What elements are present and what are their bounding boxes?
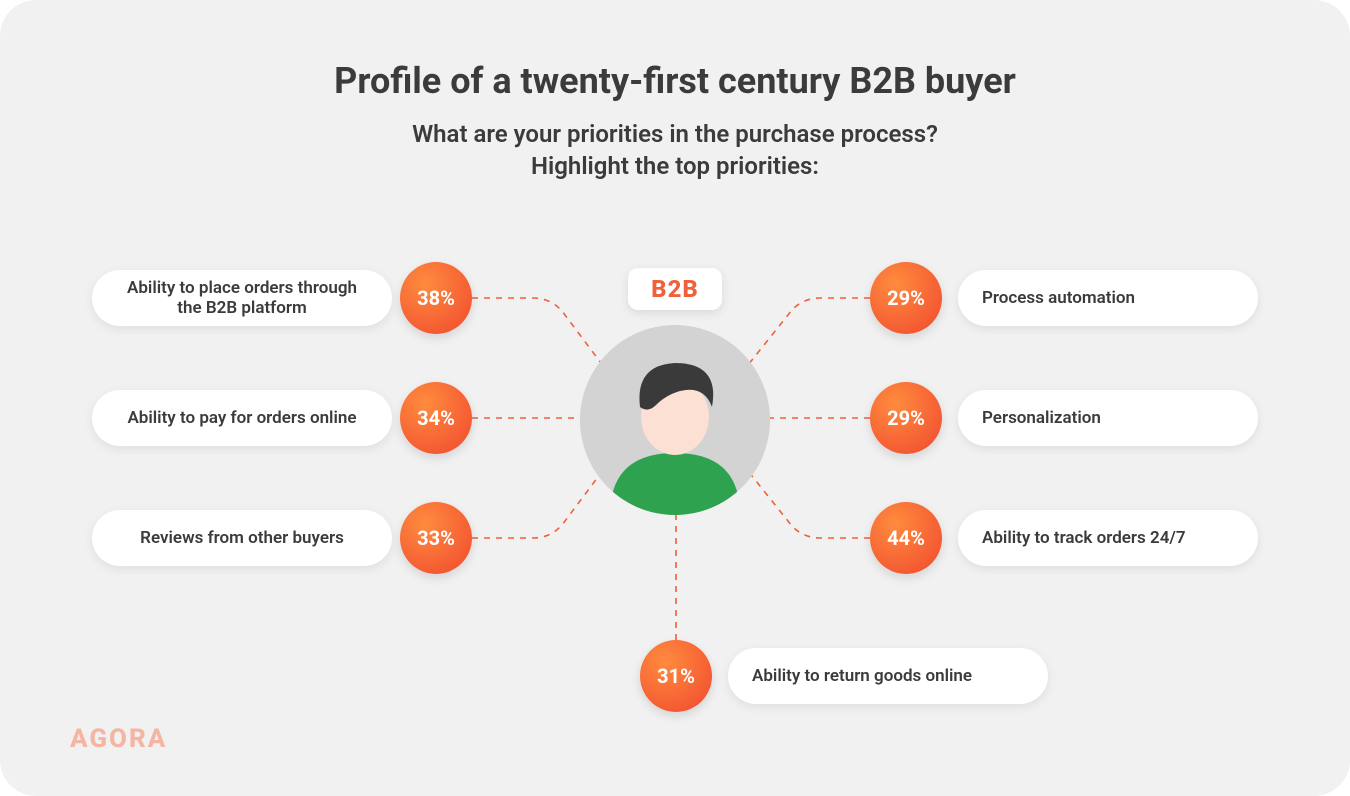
- percent-bubble: 29%: [870, 262, 942, 334]
- percent-bubble: 34%: [400, 382, 472, 454]
- percent-bubble: 29%: [870, 382, 942, 454]
- percent-bubble: 33%: [400, 502, 472, 574]
- center-avatar: [580, 325, 770, 515]
- percent-bubble: 38%: [400, 262, 472, 334]
- infographic-card: Profile of a twenty-first century B2B bu…: [0, 0, 1350, 796]
- subtitle-line-2: Highlight the top priorities:: [0, 150, 1350, 182]
- priority-label: Ability to pay for orders online: [92, 390, 392, 446]
- person-icon: [580, 325, 770, 515]
- percent-bubble: 44%: [870, 502, 942, 574]
- priority-label: Ability to return goods online: [728, 648, 1048, 704]
- subtitle-line-1: What are your priorities in the purchase…: [0, 118, 1350, 150]
- priority-label: Personalization: [958, 390, 1258, 446]
- priority-label: Ability to track orders 24/7: [958, 510, 1258, 566]
- priority-label: Process automation: [958, 270, 1258, 326]
- b2b-chip: B2B: [628, 268, 722, 310]
- priority-label: Ability to place orders through the B2B …: [92, 270, 392, 326]
- brand-logo: AGORA: [70, 724, 167, 754]
- subtitle: What are your priorities in the purchase…: [0, 118, 1350, 183]
- percent-bubble: 31%: [640, 640, 712, 712]
- title: Profile of a twenty-first century B2B bu…: [0, 60, 1350, 102]
- priority-label: Reviews from other buyers: [92, 510, 392, 566]
